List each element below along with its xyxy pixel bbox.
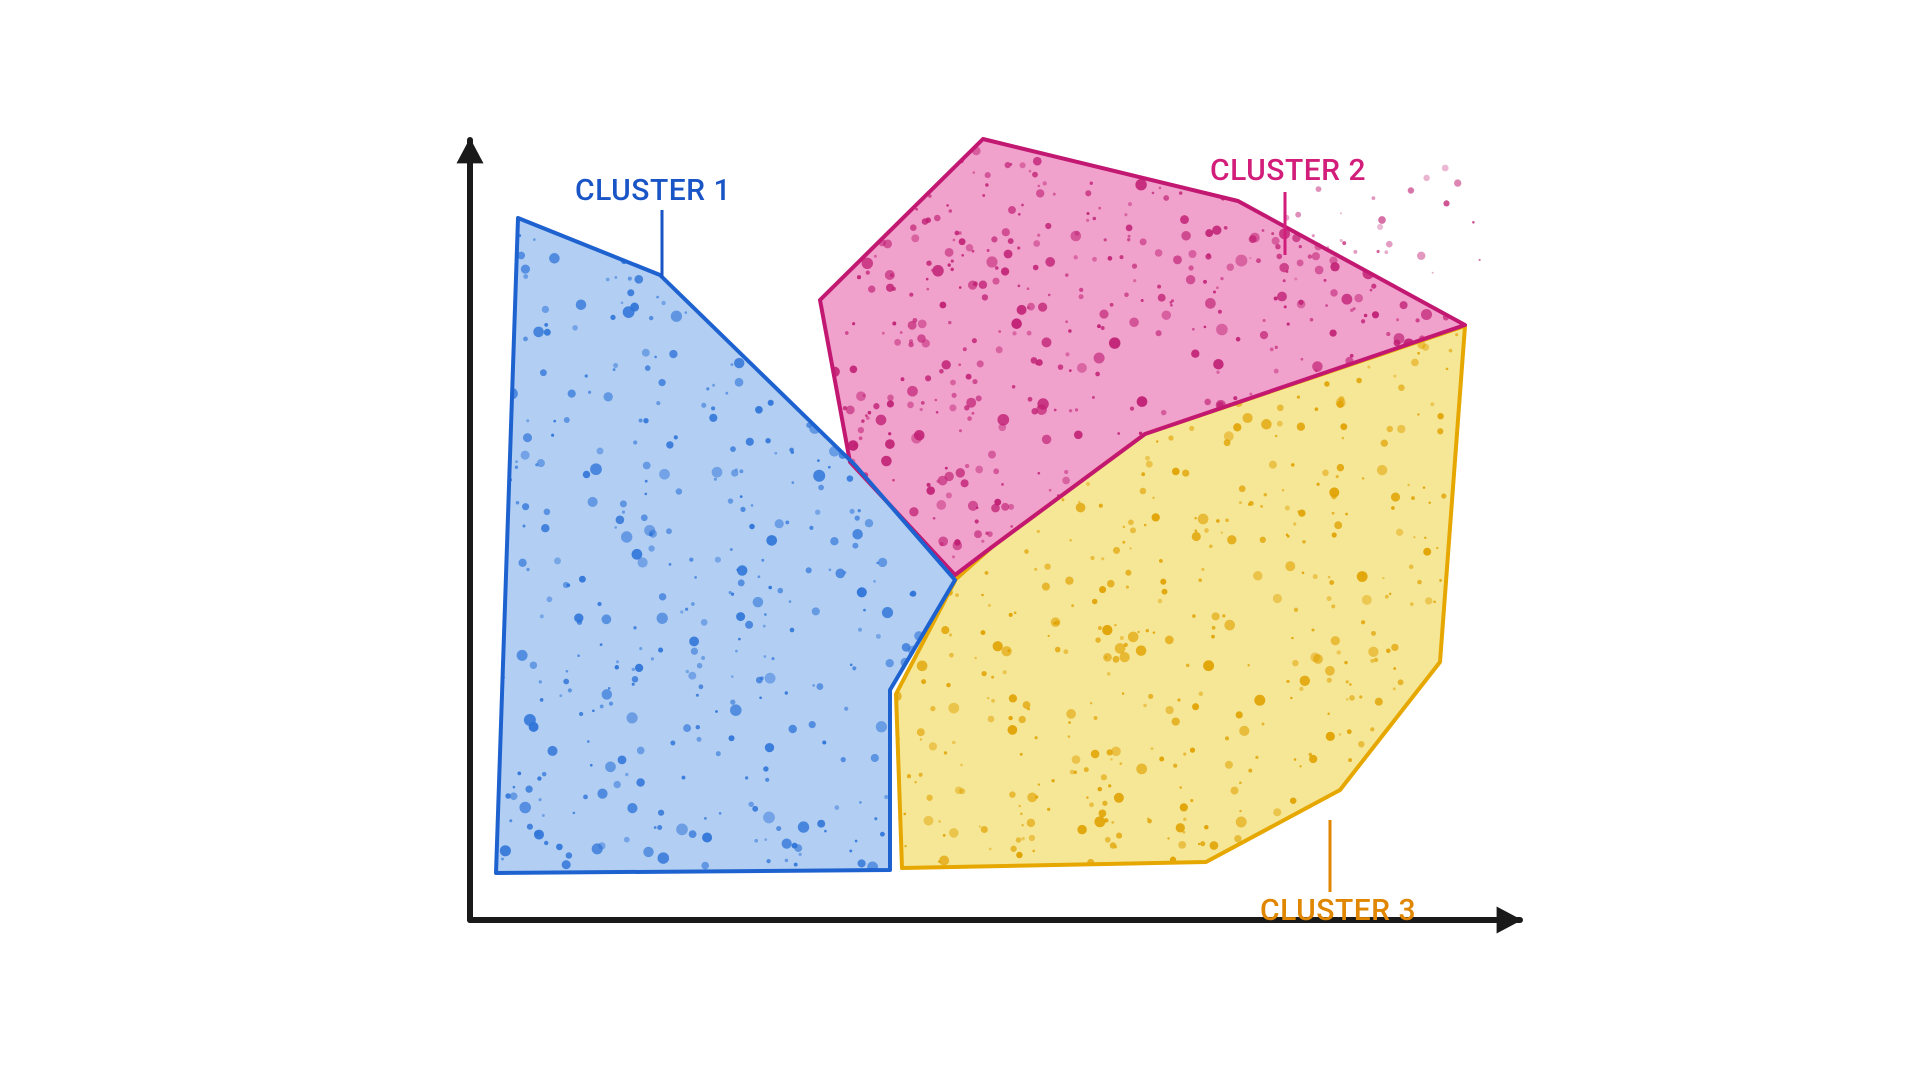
cluster3-label: CLUSTER 3 (1260, 893, 1416, 928)
y-axis-arrow (457, 138, 484, 163)
cluster2-label: CLUSTER 2 (1210, 153, 1366, 188)
diagram-stage: CLUSTER 1 CLUSTER 2 CLUSTER 3 (0, 0, 1920, 1080)
cluster1-label: CLUSTER 1 (575, 173, 731, 208)
x-axis-arrow (1497, 907, 1522, 934)
cluster-diagram-svg: CLUSTER 1 CLUSTER 2 CLUSTER 3 (210, 100, 1710, 980)
